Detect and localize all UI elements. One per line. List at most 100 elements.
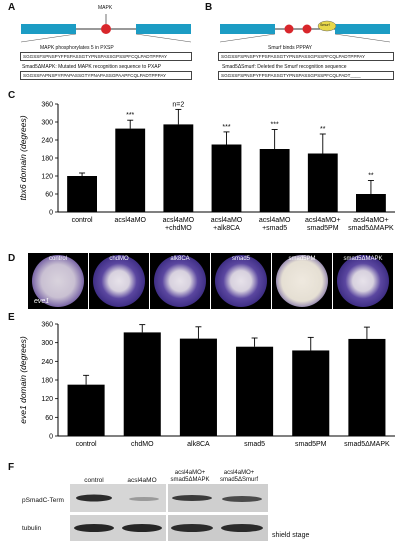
embryo-image: alk8CA — [150, 253, 210, 309]
y-tick-label: 240 — [41, 138, 53, 145]
category-label: acsl4aMO — [114, 217, 146, 224]
panel-a-domain-diagram — [20, 14, 192, 43]
y-tick-label: 0 — [49, 434, 53, 441]
category-label: smad5ΔMAPK — [348, 225, 394, 232]
category-label: smad5 — [244, 441, 265, 448]
significance-label: *** — [271, 122, 279, 129]
bar — [236, 346, 274, 436]
significance-label: *** — [222, 124, 230, 131]
embryo-label: smad5 — [231, 256, 250, 262]
panel-c-bar-chart: 0 60 120 180 240 300 360 tbx6 domain (degrees) c… — [18, 101, 395, 232]
category-label: smad5PM — [295, 441, 327, 448]
category-label: alk8CA — [187, 441, 210, 448]
panel-e-label: E — [8, 312, 15, 323]
lane-label-acsl4amo: acsl4aMO — [127, 477, 157, 484]
embryo-disc — [337, 255, 389, 307]
panel-b-mutant-sequence: SGGSSFSPNSPYFPSPASSGTYPNSPASSGPSSPFCQLPA… — [218, 71, 394, 80]
panel-d-label: D — [8, 253, 16, 264]
panel-b-label: B — [205, 2, 213, 13]
lane-label-control: control — [84, 477, 104, 484]
y-tick-label: 0 — [49, 210, 53, 217]
category-label: chdMO — [131, 441, 154, 448]
y-tick-label: 360 — [41, 102, 53, 109]
embryo-disc — [154, 255, 206, 307]
category-label: control — [76, 441, 97, 448]
bar — [115, 128, 146, 212]
mapk-label: MAPK — [98, 5, 113, 11]
western-blot-image — [70, 484, 268, 541]
embryo-image: smad5PM — [272, 253, 332, 309]
y-tick-label: 300 — [41, 120, 53, 127]
y-tick-label: 180 — [41, 156, 53, 163]
blot-row-label-psmad: pSmadC-Term — [22, 497, 64, 504]
panel-b-domain-diagram — [219, 20, 391, 43]
category-label: acsl4aMO+ — [353, 217, 389, 224]
bar — [356, 194, 386, 212]
embryo-disc — [215, 255, 267, 307]
embryo-label: smad5PM — [288, 256, 316, 262]
embryo-label: chdMO — [109, 256, 129, 262]
panel-a-sequence: SGGSSFSPNSPYFPSPASSGTYPNSPASSGPSSPFCQLPA… — [20, 52, 192, 61]
significance-label: n=2 — [172, 101, 184, 108]
bar — [163, 124, 194, 212]
category-label: +smad5 — [262, 225, 287, 232]
category-label: +alk8CA — [213, 225, 240, 232]
embryo-label: control — [48, 256, 67, 262]
y-axis-label: tbx6 domain (degrees) — [18, 115, 28, 200]
panel-b-caption: Smurf binds PPPAY — [268, 45, 312, 51]
shield-stage-label: shield stage — [272, 532, 310, 539]
category-label: smad5PM — [307, 225, 339, 232]
bar — [348, 338, 386, 436]
blot-row-label-tubulin: tubulin — [22, 525, 42, 532]
lane-label-acsl4amo-smad5-dsmurf: acsl4aMO+ smad5ΔSmurf — [219, 470, 259, 483]
panel-e-bar-chart: 0 60 120 180 240 300 360 eve1 domain (degrees) c… — [18, 322, 395, 448]
panel-c-label: C — [8, 90, 16, 101]
y-tick-label: 120 — [41, 174, 53, 181]
bar — [259, 149, 290, 212]
bar — [67, 176, 97, 212]
significance-label: *** — [126, 112, 134, 119]
bar — [67, 384, 105, 436]
embryo-disc — [32, 255, 84, 307]
category-label: acsl4aMO — [211, 217, 243, 224]
category-label: control — [72, 217, 93, 224]
embryo-disc — [93, 255, 145, 307]
category-label: +chdMO — [165, 225, 192, 232]
embryo-image: smad5 — [211, 253, 271, 309]
y-tick-label: 300 — [41, 340, 53, 347]
significance-label: ** — [320, 126, 326, 133]
panel-a-caption: MAPK phosphorylates 5 in PXSP — [40, 45, 114, 51]
smurf-label: Smurf — [320, 23, 330, 27]
panel-d-embryo-row: control chdMO alk8CA smad5 smad5PM smad5ΔMAPK — [28, 253, 398, 309]
panel-a-mutant-caption: Smad5ΔMAPK: Mutated MAPK recognition seq… — [22, 64, 161, 70]
embryo-label: alk8CA — [170, 256, 190, 262]
panel-b-sequence: SGGSSFSPNSPYFPSPASSGTYPNSPASSGPSSPFCQLPA… — [218, 52, 394, 61]
bar — [292, 350, 330, 436]
panel-a-label: A — [8, 2, 16, 13]
y-tick-label: 240 — [41, 359, 53, 366]
panel-b-mutant-caption: Smad5ΔSmurf: Deleted the Smurf recogniti… — [222, 64, 347, 70]
eve1-gene-label: eve1 — [34, 298, 50, 305]
panel-f-label: F — [8, 462, 15, 473]
bar — [211, 144, 242, 212]
embryo-image: smad5ΔMAPK — [333, 253, 393, 309]
panel-a-mutant-sequence: SGGSSFAPNSPYFPAPASSGTYPNAPASSGPAAPFCQLPA… — [20, 71, 192, 80]
embryo-disc — [276, 255, 328, 307]
embryo-label: smad5ΔMAPK — [343, 256, 383, 262]
y-tick-label: 120 — [41, 396, 53, 403]
lane-label-acsl4amo-smad5-dmapk: acsl4aMO+ smad5ΔMAPK — [170, 470, 210, 483]
y-tick-label: 180 — [41, 378, 53, 385]
y-axis-label: eve1 domain (degrees) — [18, 336, 28, 424]
category-label: acsl4aMO+ — [305, 217, 341, 224]
embryo-image: chdMO — [89, 253, 149, 309]
category-label: acsl4aMO — [259, 217, 291, 224]
y-tick-label: 60 — [45, 192, 53, 199]
category-label: acsl4aMO — [163, 217, 195, 224]
bar — [123, 332, 161, 436]
y-tick-label: 360 — [41, 322, 53, 329]
embryo-image: control — [28, 253, 88, 309]
y-tick-label: 60 — [45, 415, 53, 422]
significance-label: ** — [368, 173, 374, 180]
bar — [179, 338, 217, 436]
bar — [307, 153, 338, 212]
